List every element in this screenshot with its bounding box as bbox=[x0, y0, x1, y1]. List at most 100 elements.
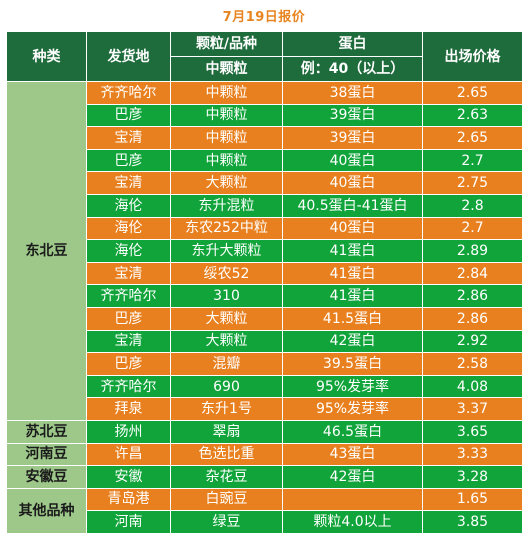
origin-cell: 巴彦 bbox=[86, 306, 171, 331]
category-cell: 其他品种 bbox=[6, 487, 87, 534]
price-cell: 2.63 bbox=[422, 103, 523, 128]
price-cell: 1.65 bbox=[422, 487, 523, 512]
price-cell: 3.65 bbox=[422, 419, 523, 444]
origin-cell: 齐齐哈尔 bbox=[86, 284, 171, 308]
grade-cell: 690 bbox=[170, 374, 283, 399]
grade-cell: 东农252中粒 bbox=[170, 216, 283, 241]
price-table: 种类 发货地 颗粒/品种 蛋白 出场价格 中颗粒 例：40（以上） 东北豆 齐齐哈… bbox=[6, 31, 523, 534]
price-cell: 2.75 bbox=[422, 171, 523, 195]
protein-cell: 40蛋白 bbox=[282, 216, 423, 241]
table-row: 苏北豆 扬州 翠扇 46.5蛋白 3.65 bbox=[6, 419, 523, 444]
origin-cell: 巴彦 bbox=[86, 103, 171, 128]
protein-cell: 41蛋白 bbox=[282, 284, 423, 308]
origin-cell: 海伦 bbox=[86, 216, 171, 241]
price-cell: 2.86 bbox=[422, 284, 523, 308]
origin-cell: 海伦 bbox=[86, 239, 171, 263]
origin-cell: 巴彦 bbox=[86, 352, 171, 376]
grade-cell: 中颗粒 bbox=[170, 148, 283, 173]
price-cell: 3.28 bbox=[422, 465, 523, 489]
origin-cell: 宝清 bbox=[86, 261, 171, 286]
origin-cell: 拜泉 bbox=[86, 397, 171, 421]
grade-cell: 大颗粒 bbox=[170, 306, 283, 331]
origin-cell: 青岛港 bbox=[86, 487, 171, 512]
price-cell: 2.86 bbox=[422, 306, 523, 331]
header-protein: 蛋白 bbox=[282, 31, 423, 57]
origin-cell: 河南 bbox=[86, 510, 171, 534]
header-price: 出场价格 bbox=[422, 31, 523, 82]
table-row: 巴彦 混瓣 39.5蛋白 2.58 bbox=[7, 352, 523, 376]
protein-cell: 39.5蛋白 bbox=[282, 352, 423, 376]
grade-cell: 白豌豆 bbox=[170, 487, 283, 512]
table-row: 宝清 绥农52 41蛋白 2.84 bbox=[7, 261, 523, 286]
grade-cell: 大颗粒 bbox=[170, 329, 283, 354]
table-row: 宝清 大颗粒 42蛋白 2.92 bbox=[7, 329, 523, 354]
grade-cell: 东升混粒 bbox=[170, 193, 283, 218]
protein-cell: 42蛋白 bbox=[282, 329, 423, 354]
protein-cell: 41.5蛋白 bbox=[282, 306, 423, 331]
header-subrow: 中颗粒 例：40（以上） bbox=[7, 56, 523, 82]
table-row: 海伦 东升大颗粒 41蛋白 2.89 bbox=[7, 239, 523, 263]
table-row: 河南 绿豆 颗粒4.0以上 3.85 bbox=[7, 510, 523, 534]
origin-cell: 宝清 bbox=[86, 171, 171, 195]
protein-cell: 95%发芽率 bbox=[282, 397, 423, 421]
table-row: 东北豆 齐齐哈尔 中颗粒 38蛋白 2.65 bbox=[6, 81, 523, 421]
header-grade: 颗粒/品种 bbox=[170, 31, 283, 57]
price-cell: 4.08 bbox=[422, 374, 523, 399]
table-row: 巴彦 大颗粒 41.5蛋白 2.86 bbox=[7, 306, 523, 331]
report-title: 7月19日报价 bbox=[222, 10, 306, 25]
protein-cell bbox=[282, 487, 423, 512]
protein-cell: 39蛋白 bbox=[282, 103, 423, 128]
header-protein-sub: 例：40（以上） bbox=[282, 56, 423, 82]
origin-cell: 巴彦 bbox=[86, 148, 171, 173]
table-row: 巴彦 中颗粒 39蛋白 2.63 bbox=[7, 103, 523, 128]
header-type: 种类 bbox=[6, 31, 87, 82]
table-row: 拜泉 东升1号 95%发芽率 3.37 bbox=[7, 397, 523, 421]
price-cell: 2.65 bbox=[422, 126, 523, 150]
price-cell: 3.85 bbox=[422, 510, 523, 534]
origin-cell: 扬州 bbox=[86, 419, 171, 444]
protein-cell: 40.5蛋白-41蛋白 bbox=[282, 193, 423, 218]
grade-cell: 中颗粒 bbox=[170, 126, 283, 150]
header-row: 种类 发货地 颗粒/品种 蛋白 出场价格 bbox=[6, 31, 523, 82]
price-cell: 2.89 bbox=[422, 239, 523, 263]
protein-cell: 41蛋白 bbox=[282, 239, 423, 263]
grade-cell: 混瓣 bbox=[170, 352, 283, 376]
protein-cell: 39蛋白 bbox=[282, 126, 423, 150]
origin-cell: 安徽 bbox=[86, 465, 171, 489]
protein-cell: 颗粒4.0以上 bbox=[282, 510, 423, 534]
protein-cell: 42蛋白 bbox=[282, 465, 423, 489]
grade-cell: 绥农52 bbox=[170, 261, 283, 286]
grade-cell: 色选比重 bbox=[170, 442, 283, 467]
grade-cell: 翠扇 bbox=[170, 419, 283, 444]
protein-cell: 43蛋白 bbox=[282, 442, 423, 467]
origin-cell: 齐齐哈尔 bbox=[86, 81, 171, 105]
table-row: 齐齐哈尔 690 95%发芽率 4.08 bbox=[7, 374, 523, 399]
price-cell: 3.33 bbox=[422, 442, 523, 467]
protein-cell: 38蛋白 bbox=[282, 81, 423, 105]
table-row: 宝清 大颗粒 40蛋白 2.75 bbox=[7, 171, 523, 195]
grade-cell: 杂花豆 bbox=[170, 465, 283, 489]
origin-cell: 海伦 bbox=[86, 193, 171, 218]
table-row: 巴彦 中颗粒 40蛋白 2.7 bbox=[7, 148, 523, 173]
category-cell: 安徽豆 bbox=[6, 465, 87, 489]
price-cell: 2.7 bbox=[422, 148, 523, 173]
protein-cell: 40蛋白 bbox=[282, 148, 423, 173]
origin-cell: 宝清 bbox=[86, 126, 171, 150]
price-cell: 2.58 bbox=[422, 352, 523, 376]
grade-cell: 东升1号 bbox=[170, 397, 283, 421]
protein-cell: 95%发芽率 bbox=[282, 374, 423, 399]
price-cell: 2.92 bbox=[422, 329, 523, 354]
grade-cell: 310 bbox=[170, 284, 283, 308]
grade-cell: 东升大颗粒 bbox=[170, 239, 283, 263]
origin-cell: 宝清 bbox=[86, 329, 171, 354]
table-row: 安徽豆 安徽 杂花豆 42蛋白 3.28 bbox=[6, 465, 523, 489]
price-cell: 2.84 bbox=[422, 261, 523, 286]
header-origin: 发货地 bbox=[86, 31, 171, 82]
table-row: 宝清 中颗粒 39蛋白 2.65 bbox=[7, 126, 523, 150]
origin-cell: 齐齐哈尔 bbox=[86, 374, 171, 399]
grade-cell: 中颗粒 bbox=[170, 81, 283, 105]
price-cell: 2.8 bbox=[422, 193, 523, 218]
table-row: 其他品种 青岛港 白豌豆 1.65 bbox=[6, 487, 523, 534]
grade-cell: 大颗粒 bbox=[170, 171, 283, 195]
header-grade-sub: 中颗粒 bbox=[170, 56, 283, 82]
